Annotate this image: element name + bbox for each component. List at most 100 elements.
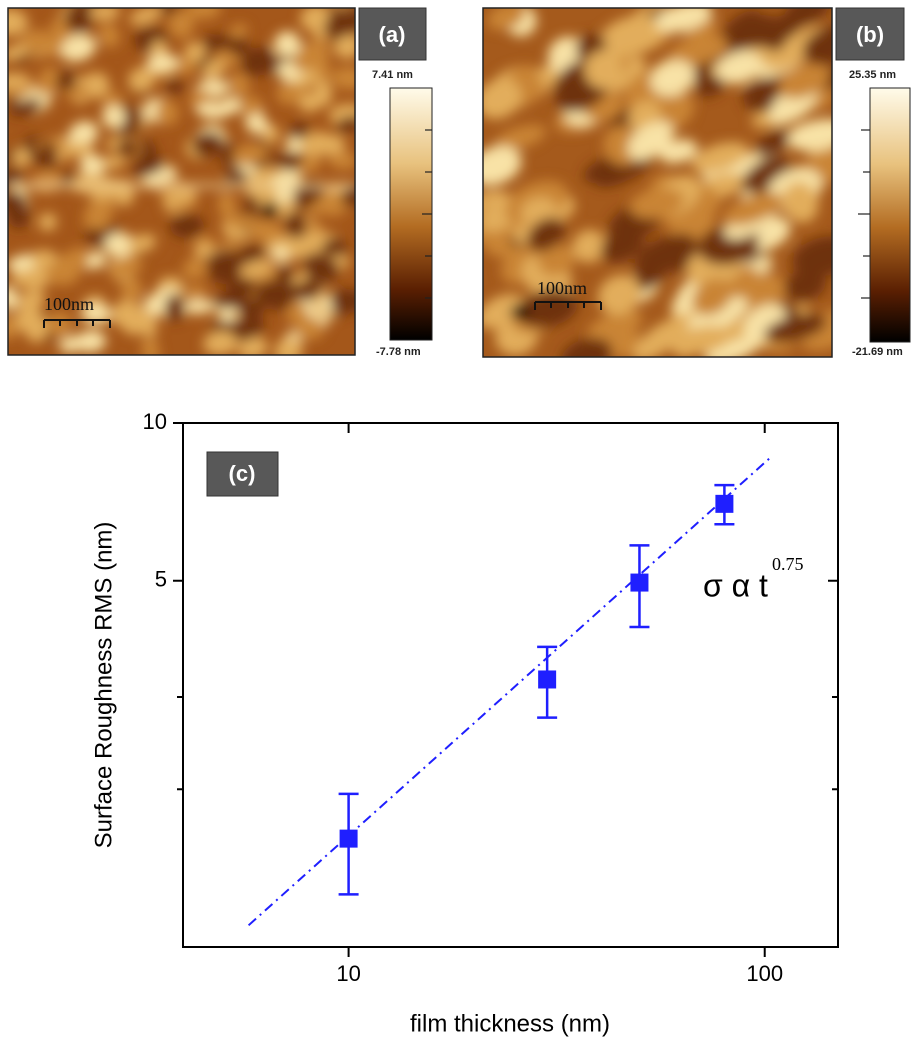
grain [274,338,303,355]
panel-label: (c) [229,461,256,486]
grain [659,139,698,164]
grain [239,96,263,117]
grain [89,8,121,21]
grain [182,258,207,280]
grain [141,337,160,355]
grain [79,154,105,179]
grain [203,330,239,355]
grain [587,310,643,342]
x-tick-label: 10 [336,961,360,986]
grain [289,121,310,140]
grain [109,259,144,278]
grain [120,277,143,301]
grain [634,233,697,277]
grain [68,121,99,147]
grain [329,103,355,126]
grain [294,279,323,301]
grain [692,278,733,316]
grain [249,220,282,243]
grain [483,294,523,329]
grain [516,289,578,328]
grain [8,73,31,88]
x-tick-label: 100 [746,961,783,986]
grain [627,121,674,161]
scale-bar-label: 100nm [537,278,587,298]
grain [783,8,832,27]
grain [55,71,77,91]
grain [687,296,748,334]
grain [10,98,43,117]
grain [44,311,73,334]
grain [655,8,713,33]
grain [155,100,179,126]
grain [600,228,644,263]
grain [299,150,321,173]
grain [225,214,259,229]
grain [201,60,227,79]
data-point [715,494,734,513]
grain [255,279,286,307]
grain [229,23,248,39]
grain [483,146,522,186]
grain [196,102,233,119]
y-tick-label: 5 [155,567,167,592]
grain [301,131,334,156]
panel-label-box [358,7,427,61]
plot-frame [182,422,839,948]
grain [117,139,139,158]
grain [201,34,230,52]
grain [494,124,547,151]
grain [526,217,565,252]
grain [273,31,301,58]
colorbar-min: -7.78 nm [376,346,421,358]
grain [191,131,224,158]
colorbar [869,87,911,343]
grain [292,52,316,72]
annotation-exponent: 0.75 [772,554,804,574]
grain [121,310,153,335]
grain [13,147,31,167]
grain [102,155,124,170]
grain [285,232,315,259]
grain [328,152,355,170]
grain [741,155,786,193]
grain [186,8,222,20]
grain [755,130,790,157]
grain [629,187,685,219]
pit [510,305,530,319]
grain [164,189,197,204]
grain [340,184,355,207]
grain [104,232,135,258]
afm-image-a [8,8,355,355]
texture [8,8,355,355]
texture [483,8,832,357]
grain [723,192,784,226]
grain [225,168,247,188]
data-point [630,573,649,592]
grain [329,289,355,314]
grain [275,266,294,284]
grain [764,46,807,70]
grain [166,79,184,95]
grain [331,66,355,90]
grain [232,316,265,341]
x-axis-title: film thickness (nm) [410,1010,610,1037]
grain [561,337,613,357]
grain [284,211,307,239]
colorbar-max: 7.41 nm [372,69,413,81]
grain [129,8,163,25]
grain [538,244,576,276]
grain [704,335,762,357]
grain [597,274,641,316]
grain [58,336,87,353]
grain [8,44,28,61]
scale-bar [43,301,602,328]
y-tick-label: 10 [143,409,167,434]
grain [168,10,195,39]
grain [19,29,55,54]
grain [146,53,179,72]
annotation: σ α t [703,567,768,603]
scan-line [8,183,355,188]
grain [205,249,240,268]
